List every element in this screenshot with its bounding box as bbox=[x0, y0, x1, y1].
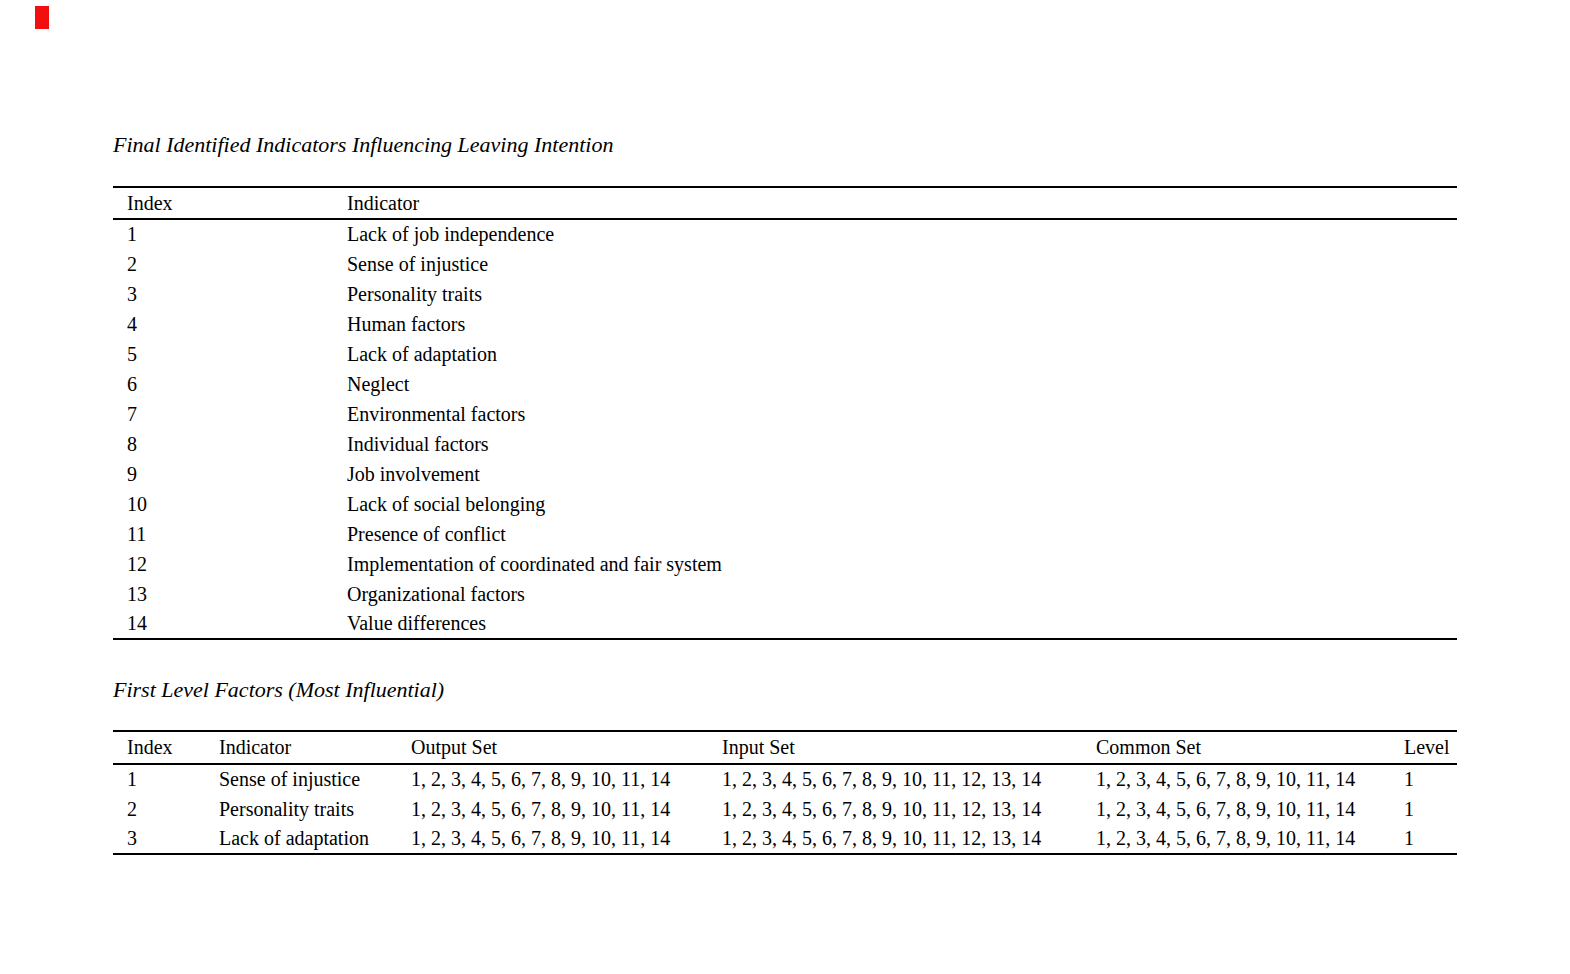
output-set-cell: 1, 2, 3, 4, 5, 6, 7, 8, 9, 10, 11, 14 bbox=[411, 794, 722, 824]
output-set-cell: 1, 2, 3, 4, 5, 6, 7, 8, 9, 10, 11, 14 bbox=[411, 824, 722, 854]
column-header-index: Index bbox=[113, 187, 347, 219]
column-header-input-set: Input Set bbox=[722, 731, 1096, 764]
index-cell: 1 bbox=[113, 219, 347, 249]
index-cell: 11 bbox=[113, 519, 347, 549]
table-row: 14 Value differences bbox=[113, 609, 1457, 639]
table-row: 2 Sense of injustice bbox=[113, 249, 1457, 279]
indicator-cell: Organizational factors bbox=[347, 579, 1457, 609]
first-level-table-title: First Level Factors (Most Influential) bbox=[113, 677, 444, 703]
indicator-cell: Personality traits bbox=[219, 794, 411, 824]
first-level-factors-table: Index Indicator Output Set Input Set Com… bbox=[113, 730, 1457, 855]
indicator-cell: Sense of injustice bbox=[347, 249, 1457, 279]
table-row: 1 Sense of injustice 1, 2, 3, 4, 5, 6, 7… bbox=[113, 764, 1457, 794]
index-cell: 1 bbox=[113, 764, 219, 794]
index-cell: 7 bbox=[113, 399, 347, 429]
indicator-cell: Job involvement bbox=[347, 459, 1457, 489]
common-set-cell: 1, 2, 3, 4, 5, 6, 7, 8, 9, 10, 11, 14 bbox=[1096, 824, 1404, 854]
table-row: 11 Presence of conflict bbox=[113, 519, 1457, 549]
indicator-cell: Sense of injustice bbox=[219, 764, 411, 794]
indicator-cell: Personality traits bbox=[347, 279, 1457, 309]
input-set-cell: 1, 2, 3, 4, 5, 6, 7, 8, 9, 10, 11, 12, 1… bbox=[722, 764, 1096, 794]
indicator-cell: Lack of adaptation bbox=[219, 824, 411, 854]
indicator-cell: Neglect bbox=[347, 369, 1457, 399]
table-row: 12 Implementation of coordinated and fai… bbox=[113, 549, 1457, 579]
index-cell: 14 bbox=[113, 609, 347, 639]
level-cell: 1 bbox=[1404, 794, 1457, 824]
table-row: 3 Personality traits bbox=[113, 279, 1457, 309]
indicator-cell: Lack of social belonging bbox=[347, 489, 1457, 519]
output-set-cell: 1, 2, 3, 4, 5, 6, 7, 8, 9, 10, 11, 14 bbox=[411, 764, 722, 794]
table-row: 3 Lack of adaptation 1, 2, 3, 4, 5, 6, 7… bbox=[113, 824, 1457, 854]
indicator-cell: Implementation of coordinated and fair s… bbox=[347, 549, 1457, 579]
input-set-cell: 1, 2, 3, 4, 5, 6, 7, 8, 9, 10, 11, 12, 1… bbox=[722, 824, 1096, 854]
index-cell: 2 bbox=[113, 249, 347, 279]
index-cell: 13 bbox=[113, 579, 347, 609]
column-header-common-set: Common Set bbox=[1096, 731, 1404, 764]
level-cell: 1 bbox=[1404, 764, 1457, 794]
table-row: 5 Lack of adaptation bbox=[113, 339, 1457, 369]
indicator-cell: Value differences bbox=[347, 609, 1457, 639]
column-header-indicator: Indicator bbox=[219, 731, 411, 764]
level-cell: 1 bbox=[1404, 824, 1457, 854]
table-row: 13 Organizational factors bbox=[113, 579, 1457, 609]
indicators-table-title: Final Identified Indicators Influencing … bbox=[113, 132, 613, 158]
document-page: Final Identified Indicators Influencing … bbox=[0, 0, 1570, 974]
column-header-index: Index bbox=[113, 731, 219, 764]
index-cell: 4 bbox=[113, 309, 347, 339]
table-header-row: Index Indicator bbox=[113, 187, 1457, 219]
table-row: 7 Environmental factors bbox=[113, 399, 1457, 429]
indicator-cell: Environmental factors bbox=[347, 399, 1457, 429]
indicator-cell: Lack of job independence bbox=[347, 219, 1457, 249]
index-cell: 10 bbox=[113, 489, 347, 519]
index-cell: 8 bbox=[113, 429, 347, 459]
table-row: 8 Individual factors bbox=[113, 429, 1457, 459]
red-cursor-marker bbox=[35, 6, 49, 29]
index-cell: 3 bbox=[113, 279, 347, 309]
indicator-cell: Presence of conflict bbox=[347, 519, 1457, 549]
indicator-cell: Individual factors bbox=[347, 429, 1457, 459]
common-set-cell: 1, 2, 3, 4, 5, 6, 7, 8, 9, 10, 11, 14 bbox=[1096, 764, 1404, 794]
index-cell: 6 bbox=[113, 369, 347, 399]
table-row: 1 Lack of job independence bbox=[113, 219, 1457, 249]
column-header-output-set: Output Set bbox=[411, 731, 722, 764]
table-row: 9 Job involvement bbox=[113, 459, 1457, 489]
table-header-row: Index Indicator Output Set Input Set Com… bbox=[113, 731, 1457, 764]
index-cell: 12 bbox=[113, 549, 347, 579]
table-row: 6 Neglect bbox=[113, 369, 1457, 399]
index-cell: 9 bbox=[113, 459, 347, 489]
column-header-indicator: Indicator bbox=[347, 187, 1457, 219]
index-cell: 3 bbox=[113, 824, 219, 854]
table-row: 4 Human factors bbox=[113, 309, 1457, 339]
table-row: 2 Personality traits 1, 2, 3, 4, 5, 6, 7… bbox=[113, 794, 1457, 824]
indicators-table: Index Indicator 1 Lack of job independen… bbox=[113, 186, 1457, 640]
index-cell: 2 bbox=[113, 794, 219, 824]
index-cell: 5 bbox=[113, 339, 347, 369]
column-header-level: Level bbox=[1404, 731, 1457, 764]
common-set-cell: 1, 2, 3, 4, 5, 6, 7, 8, 9, 10, 11, 14 bbox=[1096, 794, 1404, 824]
input-set-cell: 1, 2, 3, 4, 5, 6, 7, 8, 9, 10, 11, 12, 1… bbox=[722, 794, 1096, 824]
indicator-cell: Lack of adaptation bbox=[347, 339, 1457, 369]
table-row: 10 Lack of social belonging bbox=[113, 489, 1457, 519]
indicator-cell: Human factors bbox=[347, 309, 1457, 339]
